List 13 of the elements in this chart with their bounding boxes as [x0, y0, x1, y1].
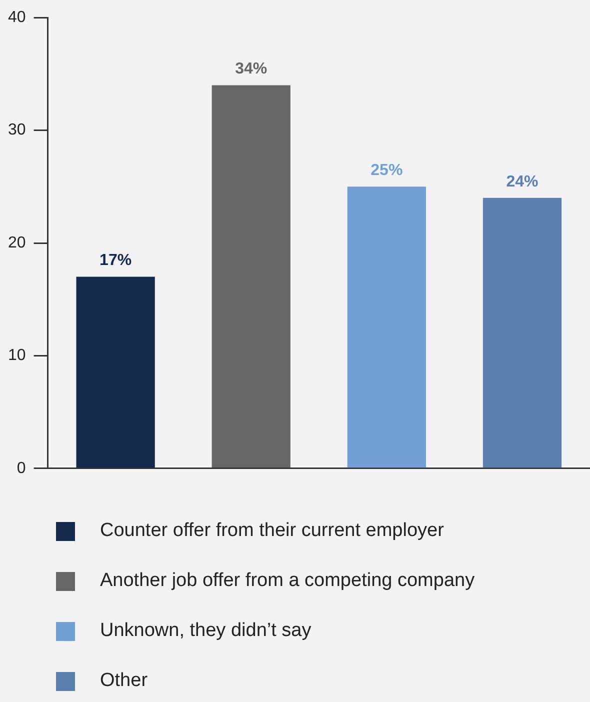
- y-tick-label: 30: [8, 122, 26, 139]
- data-label: 24%: [506, 173, 538, 190]
- legend-label: Counter offer from their current employer: [100, 520, 444, 542]
- legend-label: Other: [100, 670, 148, 692]
- y-tick-label: 0: [16, 460, 26, 477]
- legend-label: Unknown, they didn’t say: [100, 620, 312, 642]
- data-label: 34%: [235, 60, 268, 78]
- y-tick-label: 20: [8, 234, 26, 252]
- data-label: 25%: [370, 162, 403, 180]
- y-tick-label: 40: [8, 9, 26, 26]
- y-tick-label: 10: [8, 347, 26, 364]
- data-label: 17%: [100, 252, 132, 270]
- legend-label: Another job offer from a competing company: [100, 570, 475, 592]
